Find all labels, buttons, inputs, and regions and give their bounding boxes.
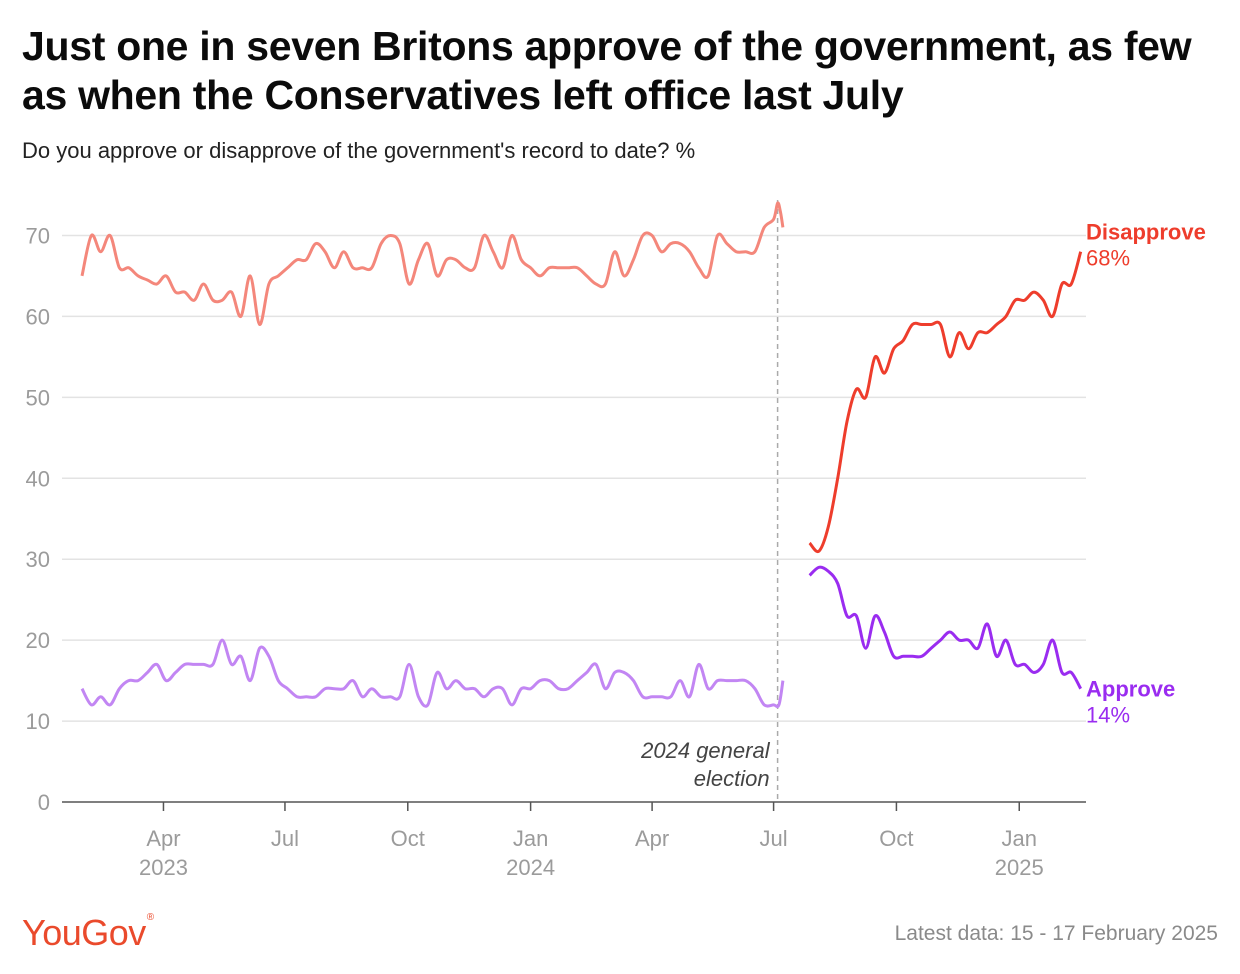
y-tick-label: 50 [26, 385, 50, 410]
election-annotation-text: 2024 general [640, 738, 771, 763]
x-tick-label: Oct [879, 826, 913, 851]
x-tick-label: Apr [146, 826, 180, 851]
disapprove-series-label: Disapprove [1086, 220, 1206, 245]
approve-value-label: 14% [1086, 703, 1130, 728]
x-tick-label: Jul [271, 826, 299, 851]
y-axis-ticks: 0 10 20 30 40 50 60 70 [26, 223, 50, 815]
x-tick-label: Apr [635, 826, 669, 851]
x-tick-label: Jan [1002, 826, 1037, 851]
x-tick-year: 2025 [995, 855, 1044, 880]
chart-subtitle: Do you approve or disapprove of the gove… [22, 138, 696, 163]
latest-data-note: Latest data: 15 - 17 February 2025 [894, 922, 1218, 945]
approve-line-before-election [80, 638, 785, 709]
approve-series-label: Approve [1086, 677, 1175, 702]
y-tick-label: 20 [26, 628, 50, 653]
yougov-logo: YouGov® [22, 912, 154, 953]
chart-title: Just one in seven Britons approve of the… [22, 23, 1192, 118]
y-tick-label: 0 [38, 790, 50, 815]
x-tick-label: Jan [513, 826, 548, 851]
approve-line-after-election [808, 565, 1083, 690]
x-tick-label: Oct [391, 826, 425, 851]
series-lines [80, 201, 1083, 709]
y-tick-label: 40 [26, 466, 50, 491]
x-axis: Apr 2023 Jul Oct Jan 2024 Apr Jul Oct Jan 2025 [62, 801, 1086, 880]
gridlines [62, 234, 1086, 722]
disapprove-line-before-election [80, 201, 785, 327]
y-tick-label: 30 [26, 547, 50, 572]
x-tick-year: 2023 [139, 855, 188, 880]
y-tick-label: 70 [26, 223, 50, 248]
x-tick-label: Jul [760, 826, 788, 851]
disapprove-value-label: 68% [1086, 246, 1130, 271]
election-annotation: 2024 general election [640, 200, 779, 802]
x-tick-year: 2024 [506, 855, 555, 880]
y-tick-label: 60 [26, 304, 50, 329]
disapprove-line-after-election [808, 251, 1083, 554]
election-annotation-text: election [694, 766, 770, 791]
y-tick-label: 10 [26, 709, 50, 734]
